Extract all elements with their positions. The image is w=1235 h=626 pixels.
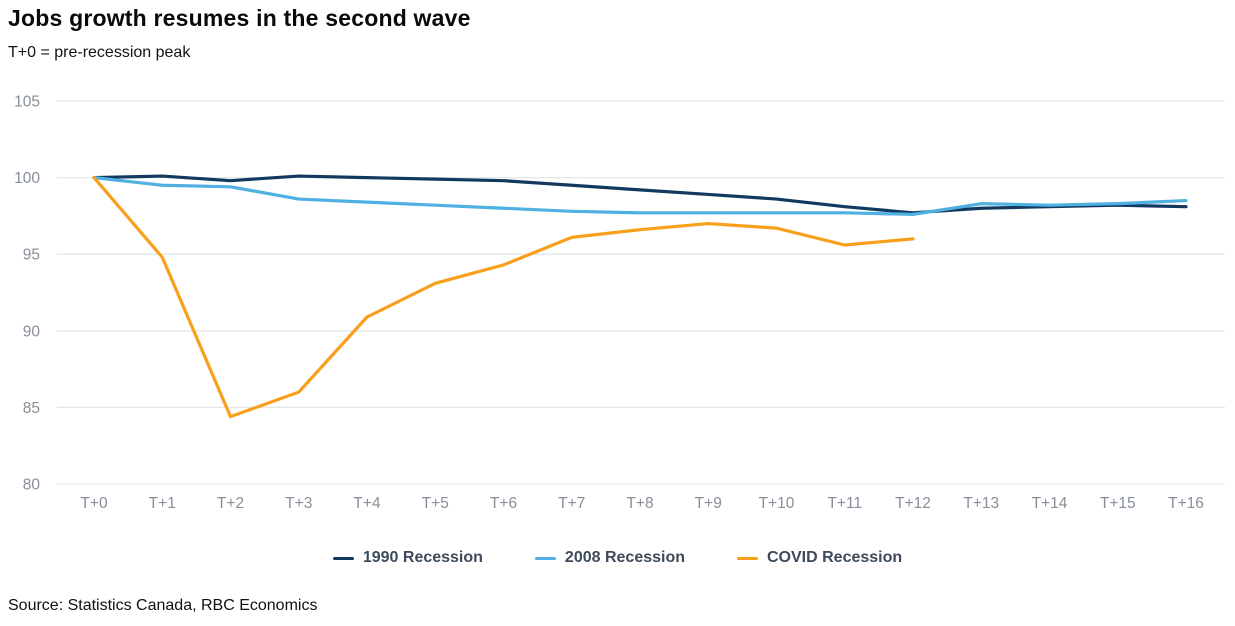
chart-legend: 1990 Recession 2008 Recession COVID Rece… bbox=[0, 544, 1235, 572]
x-tick-label: T+7 bbox=[558, 495, 585, 512]
chart-subtitle: T+0 = pre-recession peak bbox=[8, 44, 191, 61]
x-tick-label: T+4 bbox=[353, 495, 381, 512]
y-tick-label: 80 bbox=[23, 477, 41, 494]
x-tick-label: T+14 bbox=[1032, 495, 1068, 512]
x-tick-label: T+5 bbox=[422, 495, 449, 512]
x-tick-label: T+13 bbox=[963, 495, 999, 512]
legend-label: 2008 Recession bbox=[564, 549, 685, 566]
x-tick-label: T+0 bbox=[80, 495, 108, 512]
x-tick-label: T+15 bbox=[1100, 495, 1136, 512]
series-line-2008-recession bbox=[92, 175, 1188, 216]
legend-item-2008-recession: 2008 Recession bbox=[534, 549, 685, 567]
legend-line-swatch-icon bbox=[332, 556, 354, 560]
y-tick-label: 95 bbox=[23, 247, 40, 264]
x-tick-label: T+3 bbox=[285, 495, 312, 512]
x-tick-label: T+12 bbox=[895, 495, 931, 512]
x-tick-label: T+9 bbox=[695, 495, 722, 512]
y-tick-label: 85 bbox=[23, 400, 40, 417]
series-line-covid-recession bbox=[92, 175, 915, 419]
chart-plot-area: 80 85 90 95 100 105 T+0 T+1 T+2 T+3 T+4 T+5 T+6 T+7 T+… bbox=[0, 70, 1235, 540]
series-line-1990-recession bbox=[92, 174, 1188, 215]
legend-item-1990-recession: 1990 Recession bbox=[332, 549, 483, 567]
source-note: Source: Statistics Canada, RBC Economics bbox=[8, 597, 318, 614]
x-tick-label: T+6 bbox=[490, 495, 517, 512]
y-tick-label: 100 bbox=[14, 170, 40, 187]
y-tick-label: 105 bbox=[14, 94, 40, 111]
x-tick-label: T+2 bbox=[217, 495, 244, 512]
x-tick-label: T+16 bbox=[1168, 495, 1204, 512]
x-tick-label: T+10 bbox=[759, 495, 795, 512]
y-tick-label: 90 bbox=[23, 323, 41, 340]
line-chart: 80 85 90 95 100 105 T+0 T+1 T+2 T+3 T+4 T+5 T+6 T+7 T+… bbox=[14, 94, 1225, 512]
legend-label: COVID Recession bbox=[767, 549, 903, 566]
chart-title: Jobs growth resumes in the second wave bbox=[8, 5, 471, 31]
legend-line-swatch-icon bbox=[534, 556, 556, 560]
x-tick-label: T+11 bbox=[827, 495, 862, 512]
legend-item-covid-recession: COVID Recession bbox=[737, 549, 902, 567]
x-tick-label: T+8 bbox=[626, 495, 653, 512]
legend-line-swatch-icon bbox=[737, 556, 758, 560]
legend-label: 1990 Recession bbox=[362, 549, 483, 566]
x-tick-label: T+1 bbox=[149, 495, 176, 512]
